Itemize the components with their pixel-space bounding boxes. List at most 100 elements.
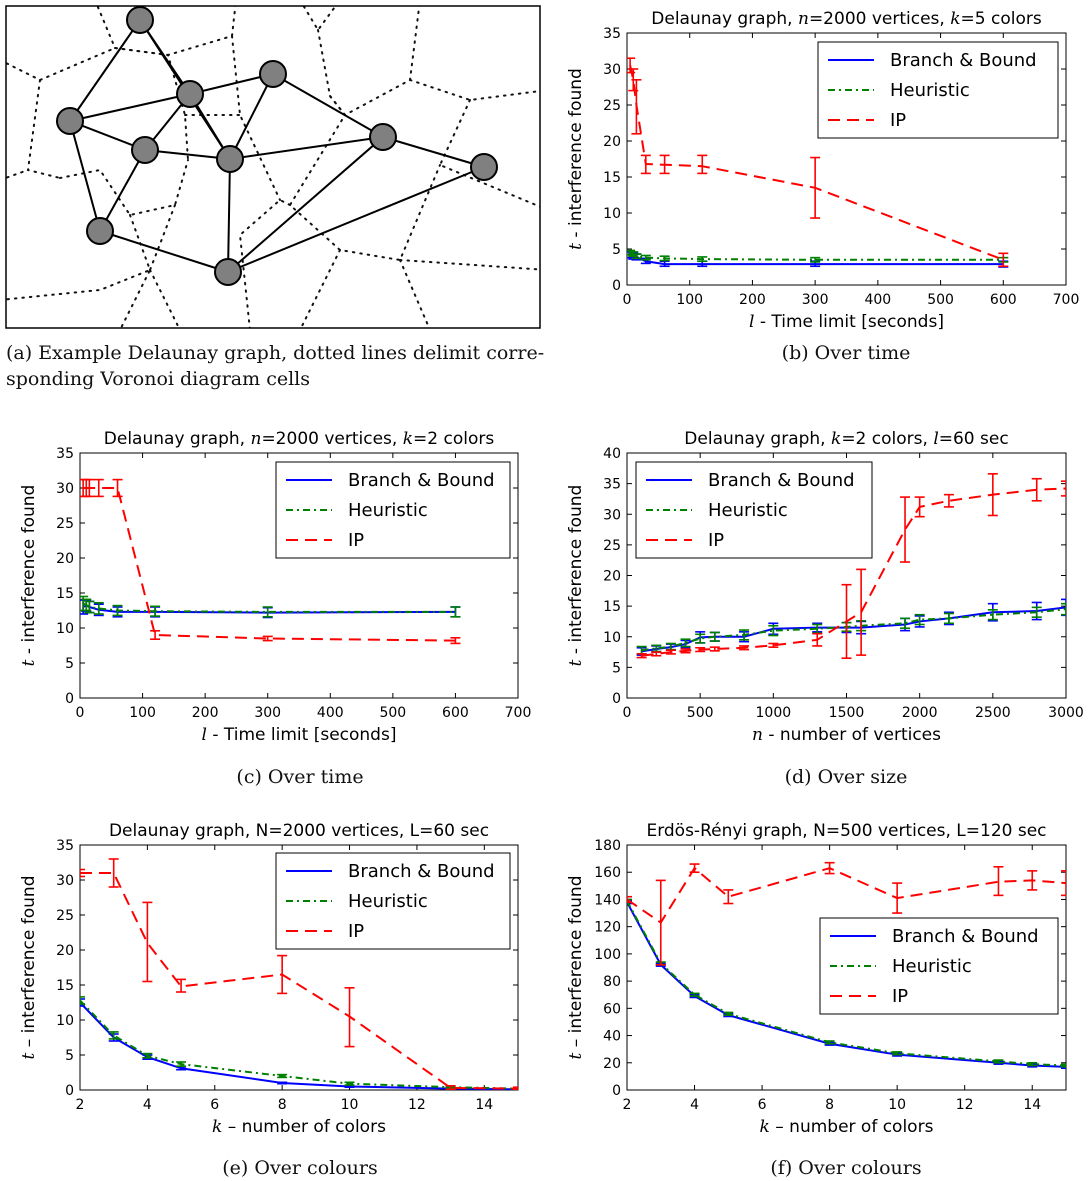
series-2 [636,473,1066,659]
delaunay-edge [144,149,231,160]
series-0 [80,599,461,619]
x-axis-label: k – number of colors [760,1117,934,1137]
caption-d: (d) Over size [784,766,908,788]
x-axis-label: l - Time limit [seconds] [202,725,397,745]
y-tick-label: 15 [603,599,621,615]
y-tick-label: 15 [56,586,74,602]
y-tick-label: 0 [65,1083,74,1099]
series-line [80,999,518,1090]
legend-label: Heuristic [890,80,970,101]
delaunay-edge [99,230,229,273]
y-tick-label: 100 [594,947,621,963]
y-tick-label: 25 [603,538,621,554]
legend-label: Heuristic [708,500,788,521]
x-tick-label: 200 [739,292,766,308]
voronoi-edge [149,204,176,271]
caption-a: (a) Example Delaunay graph, dotted lines… [6,340,546,392]
voronoi-edge [238,198,291,328]
x-tick-label: 500 [379,705,406,721]
legend-label: Branch & Bound [890,50,1037,71]
legend-label: IP [348,921,364,942]
x-tick-label: 8 [825,1097,834,1113]
series-2 [80,478,461,645]
x-tick-label: 6 [758,1097,767,1113]
plot-area [627,861,1066,1070]
y-tick-label: 120 [594,920,621,936]
x-tick-label: 0 [76,705,85,721]
graph-vertex [216,145,244,173]
graph-vertex [470,153,498,181]
y-tick-label: 60 [603,1001,621,1017]
plot-area [80,478,461,645]
delaunay-edge [382,136,485,168]
delaunay-edge [69,93,191,122]
voronoi-edge [299,249,341,328]
caption-a-line2: sponding Voronoi diagram cells [6,368,310,390]
delaunay-edge [99,149,146,232]
series-line [80,1001,518,1090]
caption-f: (f) Over colours [770,1157,922,1179]
legend-label: Branch & Bound [892,926,1039,947]
graph-vertex [126,6,154,34]
y-tick-label: 20 [603,569,621,585]
plot-frame [626,844,1067,1091]
delaunay-edge [227,158,231,273]
series-0 [636,598,1066,656]
delaunay-edge [189,73,274,95]
chart-title: Delaunay graph, k=2 colors, l=60 sec [684,429,1008,449]
y-tick-label: 160 [594,865,621,881]
caption-e: (e) Over colours [222,1157,378,1179]
voronoi-edge [6,269,151,301]
y-tick-label: 30 [603,62,621,78]
series-1 [80,595,461,618]
series-1 [80,996,518,1090]
plot-area [80,858,518,1090]
x-axis-label: k – number of colors [212,1117,386,1137]
y-tick-label: 25 [603,98,621,114]
x-tick-label: 1500 [829,705,865,721]
plot-frame [79,452,519,699]
x-tick-label: 14 [475,1097,493,1113]
x-tick-label: 100 [129,705,156,721]
x-tick-label: 10 [888,1097,906,1113]
voronoi-edge [438,99,540,208]
x-tick-label: 8 [278,1097,287,1113]
voronoi-edge [409,79,540,102]
x-tick-label: 500 [927,292,954,308]
graph-vertex [131,136,159,164]
series-2 [80,858,518,1090]
x-tick-label: 2 [623,1097,632,1113]
series-1 [627,898,1066,1068]
y-tick-label: 0 [65,691,74,707]
y-tick-label: 30 [603,507,621,523]
x-tick-label: 200 [192,705,219,721]
series-2 [627,57,1009,268]
legend: Branch & Bound Heuristic IP [275,852,511,950]
y-tick-label: 10 [603,206,621,222]
legend-label: Branch & Bound [348,470,495,491]
y-tick-label: 35 [603,26,621,42]
y-tick-label: 5 [612,242,621,258]
graph-vertex [176,80,204,108]
voronoi-edge [59,159,189,217]
x-tick-label: 2 [76,1097,85,1113]
y-tick-label: 40 [603,446,621,462]
x-tick-label: 2500 [975,705,1011,721]
y-axis-label: t – interference found [566,876,586,1060]
plot-area [627,57,1009,268]
voronoi-edge [317,6,421,117]
graph-vertex [56,107,84,135]
y-tick-label: 25 [56,516,74,532]
x-axis-label: n - number of vertices [752,725,941,745]
chart-title: Delaunay graph, n=2000 vertices, k=5 col… [651,9,1042,29]
graph-vertex [369,123,397,151]
chart-c: Delaunay graph, n=2000 vertices, k=2 col… [19,429,531,745]
graph-vertex [86,217,114,245]
plot-frame [79,844,519,1091]
x-axis-label: l - Time limit [seconds] [749,312,944,332]
y-axis-label: t – interference found [19,876,39,1060]
voronoi-edge [6,169,29,179]
y-tick-label: 20 [56,943,74,959]
y-tick-label: 10 [603,630,621,646]
